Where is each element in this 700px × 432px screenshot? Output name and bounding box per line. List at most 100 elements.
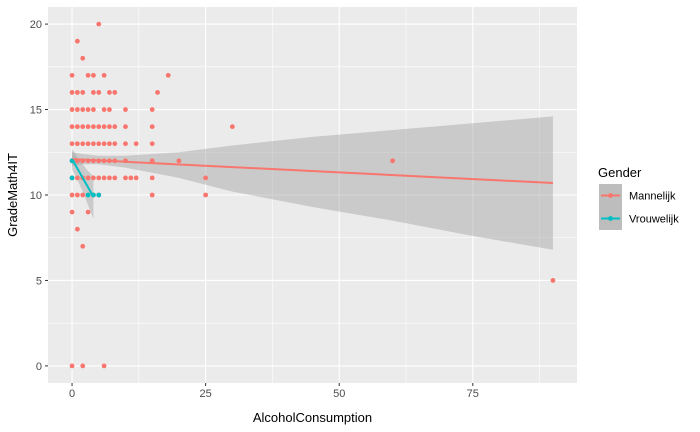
data-point-mannelijk <box>390 158 396 164</box>
data-point-mannelijk <box>80 55 86 61</box>
data-point-mannelijk <box>91 90 96 95</box>
data-point-mannelijk <box>101 124 107 130</box>
legend-label-vrouwelijk: Vrouwelijk <box>629 214 679 226</box>
y-tick-label: 5 <box>36 275 42 287</box>
data-point-mannelijk <box>85 209 91 215</box>
data-point-mannelijk <box>85 141 91 147</box>
data-point-mannelijk <box>80 141 86 147</box>
trend-line-mannelijk <box>71 158 554 185</box>
data-point-mannelijk <box>133 141 139 147</box>
data-point-mannelijk <box>80 363 86 369</box>
data-point-mannelijk <box>91 72 96 78</box>
data-point-mannelijk <box>96 141 102 147</box>
data-point-mannelijk <box>101 175 107 181</box>
legend-label-mannelijk: Mannelijk <box>629 191 676 203</box>
data-point-mannelijk <box>80 124 86 130</box>
confidence-band-mannelijk <box>72 116 553 250</box>
data-point-mannelijk <box>69 124 75 130</box>
data-point-mannelijk <box>69 192 75 198</box>
data-point-mannelijk <box>101 72 107 78</box>
y-tick-label: 15 <box>30 105 42 117</box>
data-point-mannelijk <box>123 175 128 181</box>
data-point-mannelijk <box>107 141 112 147</box>
y-tick-label: 10 <box>30 190 42 202</box>
data-point-mannelijk <box>149 192 155 198</box>
data-point-mannelijk <box>80 243 86 249</box>
data-point-mannelijk <box>101 141 107 147</box>
data-point-mannelijk <box>85 124 91 130</box>
data-point-vrouwelijk <box>96 192 102 198</box>
data-point-mannelijk <box>96 175 102 181</box>
data-point-mannelijk <box>96 124 102 130</box>
y-tick-label: 20 <box>30 19 42 31</box>
legend-key-mannelijk <box>599 184 622 207</box>
data-point-mannelijk <box>101 363 107 369</box>
data-point-mannelijk <box>123 124 128 130</box>
data-point-mannelijk <box>80 90 86 95</box>
data-point-mannelijk <box>133 175 139 181</box>
x-tick-label: 0 <box>69 388 75 400</box>
data-point-mannelijk <box>69 72 75 78</box>
data-point-mannelijk <box>112 141 118 147</box>
data-point-mannelijk <box>550 278 556 283</box>
trend-line-vrouwelijk <box>71 158 95 198</box>
data-point-mannelijk <box>69 209 75 215</box>
data-point-mannelijk <box>74 141 80 147</box>
data-point-mannelijk <box>69 363 75 369</box>
legend-key-point <box>608 216 613 221</box>
data-point-mannelijk <box>107 124 112 130</box>
data-point-mannelijk <box>80 107 86 112</box>
data-point-mannelijk <box>107 175 112 181</box>
data-point-mannelijk <box>107 107 112 112</box>
data-point-mannelijk <box>91 107 96 112</box>
x-tick-label: 25 <box>200 388 212 400</box>
x-axis-title: AlcoholConsumption <box>253 410 372 425</box>
data-point-mannelijk <box>96 90 102 95</box>
data-point-mannelijk <box>91 141 96 147</box>
data-point-mannelijk <box>123 141 128 147</box>
legend-key-vrouwelijk <box>599 207 622 230</box>
data-point-mannelijk <box>74 107 80 112</box>
data-point-mannelijk <box>74 90 80 95</box>
data-point-mannelijk <box>74 124 80 130</box>
data-point-mannelijk <box>85 175 91 181</box>
y-axis-title: GradeMath4IT <box>5 153 20 237</box>
data-point-mannelijk <box>203 175 209 181</box>
data-point-mannelijk <box>74 192 80 198</box>
data-point-mannelijk <box>107 90 112 95</box>
trend-lines <box>71 158 554 198</box>
data-point-mannelijk <box>74 175 80 181</box>
data-point-mannelijk <box>91 175 96 181</box>
data-point-mannelijk <box>96 21 102 27</box>
data-point-mannelijk <box>74 226 80 232</box>
y-axis: 0 5 10 15 20 <box>30 19 48 373</box>
confidence-band-vrouwelijk <box>72 148 94 219</box>
data-point-mannelijk <box>85 107 91 112</box>
data-point-mannelijk <box>229 124 235 130</box>
data-point-mannelijk <box>123 107 128 112</box>
y-tick-label: 0 <box>36 361 42 373</box>
data-point-mannelijk <box>176 158 182 164</box>
data-point-mannelijk <box>85 72 91 78</box>
data-point-vrouwelijk <box>85 192 91 198</box>
data-point-mannelijk <box>149 107 155 112</box>
data-point-mannelijk <box>149 141 155 147</box>
legend: Gender Mannelijk Vrouwelijk <box>598 165 679 230</box>
data-point-vrouwelijk <box>69 175 75 181</box>
data-point-mannelijk <box>149 158 155 164</box>
data-point-mannelijk <box>128 175 134 181</box>
data-point-mannelijk <box>112 90 118 95</box>
data-point-mannelijk <box>101 107 107 112</box>
data-point-mannelijk <box>69 107 75 112</box>
data-point-mannelijk <box>91 124 96 130</box>
data-point-mannelijk <box>69 141 75 147</box>
data-point-mannelijk <box>149 175 155 181</box>
confidence-bands <box>72 116 553 250</box>
x-tick-label: 50 <box>333 388 345 400</box>
legend-title: Gender <box>598 165 642 180</box>
legend-key-point <box>608 193 613 198</box>
x-axis: 0 25 50 75 <box>69 383 479 400</box>
data-point-mannelijk <box>112 124 118 130</box>
data-point-mannelijk <box>149 124 155 130</box>
